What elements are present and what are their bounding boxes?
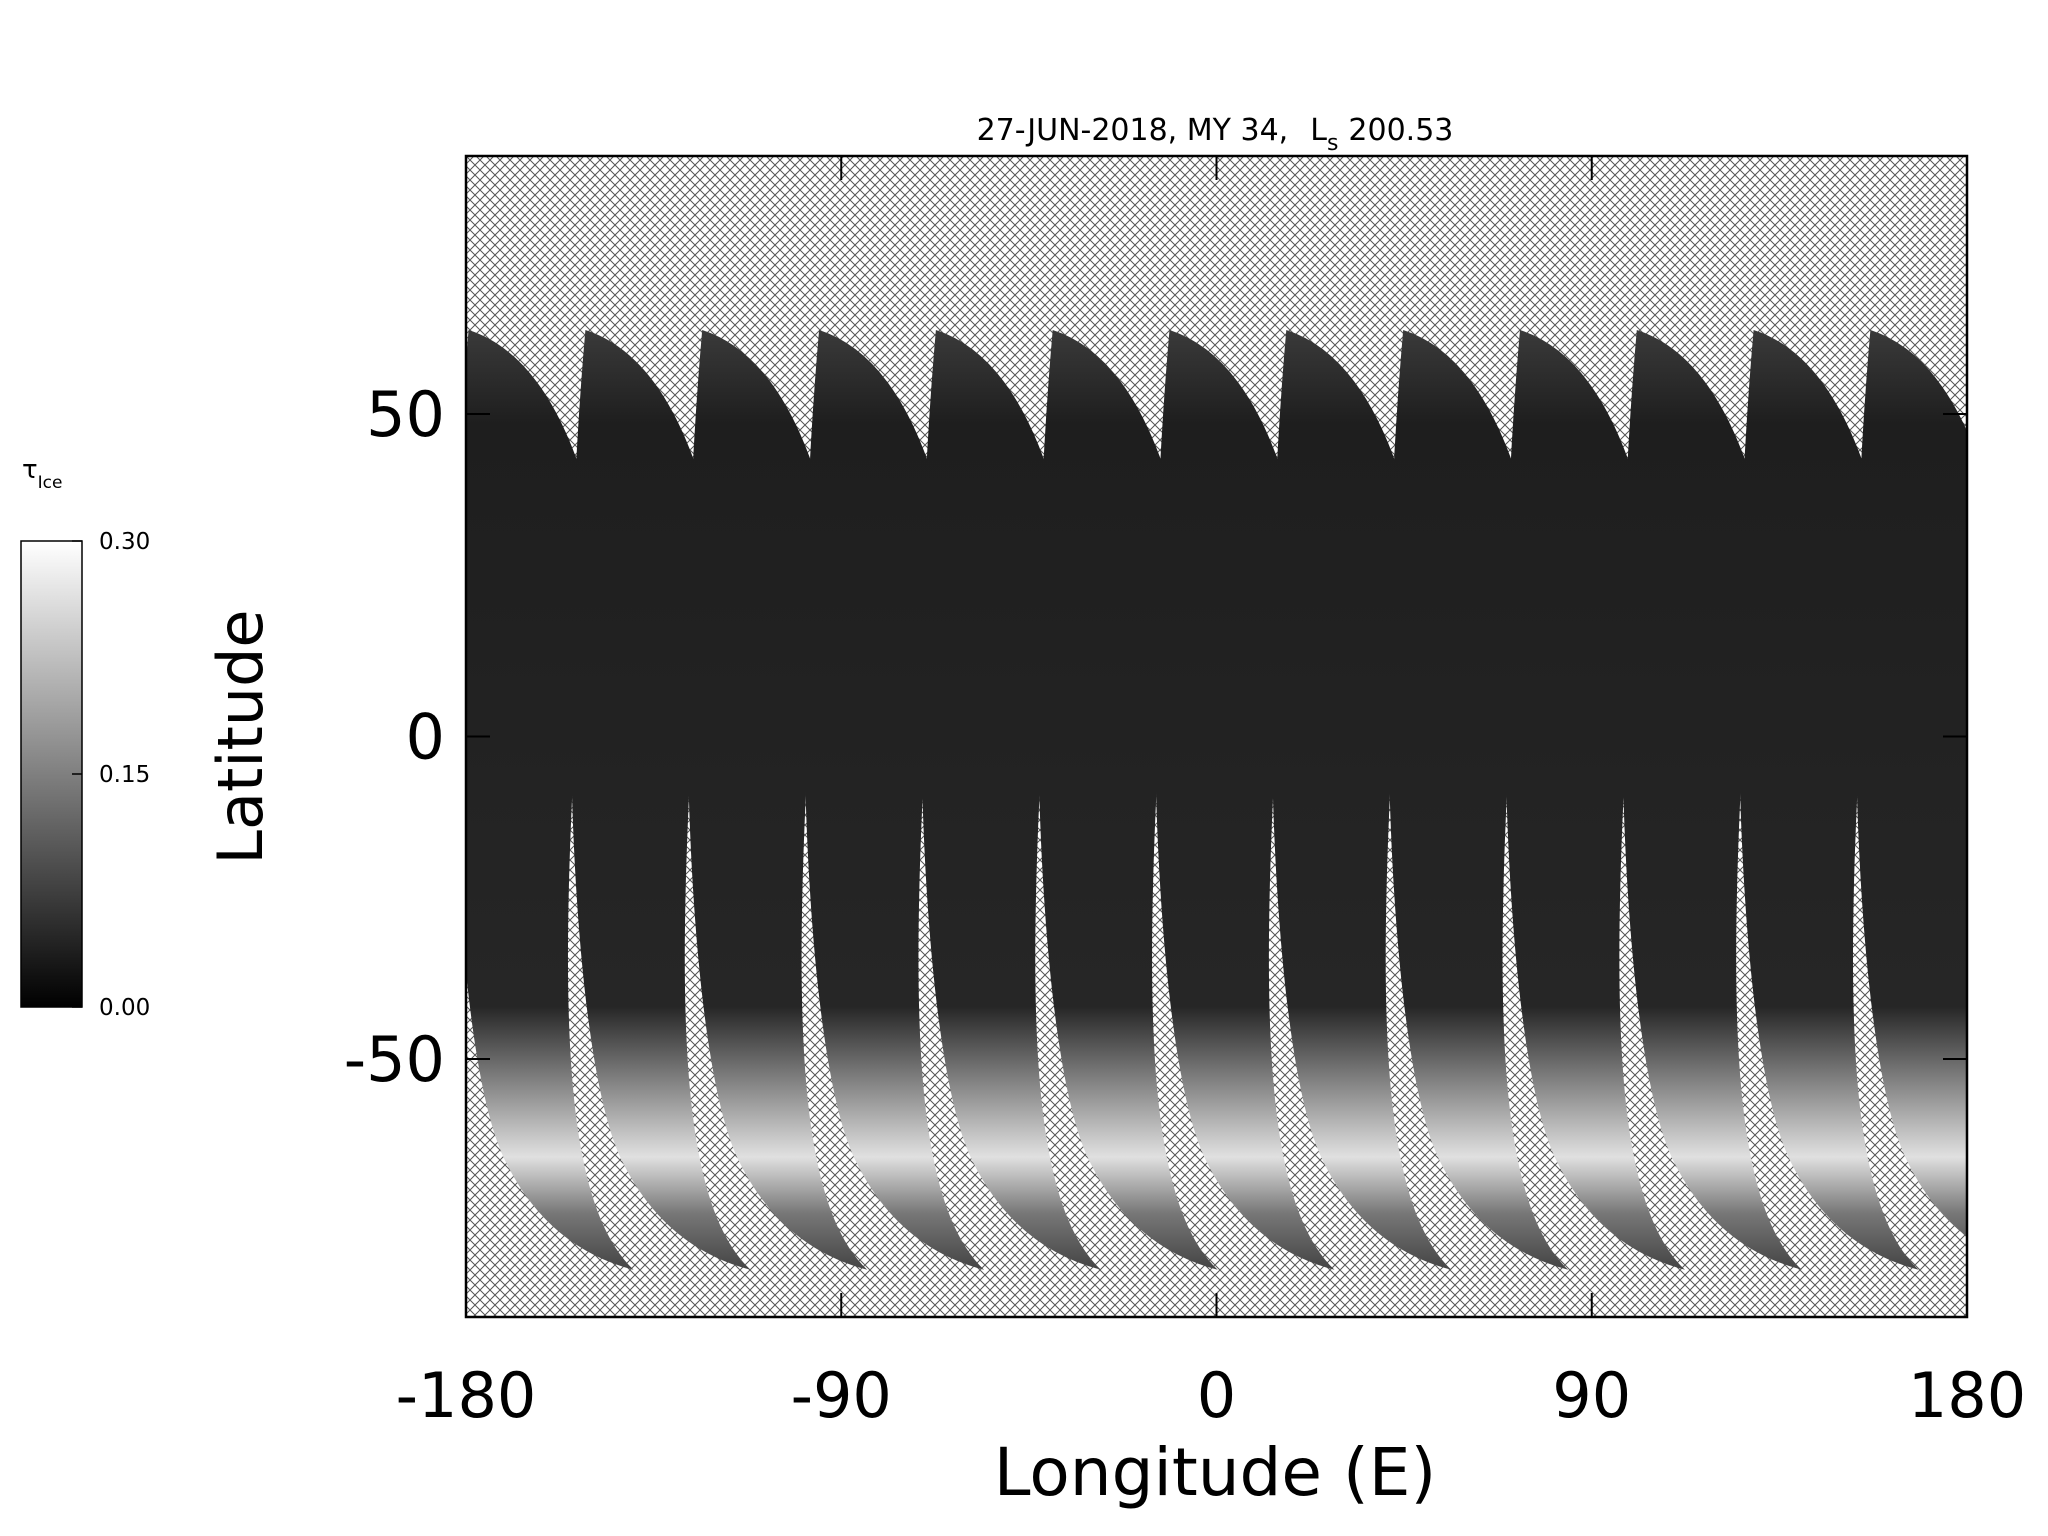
title-text: 27-JUN-2018, MY 34, [977,113,1289,148]
colorbar-tick-label: 0.15 [99,762,150,788]
colorbar [20,540,83,1008]
colorbar-label: τIce [22,455,62,493]
y-axis-label: Latitude [204,609,277,864]
swath [1271,330,1452,1270]
x-tick-label: -90 [791,1359,892,1432]
swath [687,330,868,1270]
y-tick-label: 50 [366,378,445,451]
swath [1154,330,1335,1270]
x-tick-label: 90 [1552,1359,1631,1432]
x-tick-label: 180 [1908,1359,2026,1432]
swath [1738,330,1919,1270]
swath [1037,330,1218,1270]
swath [1855,330,1967,1237]
y-tick-label: 0 [406,701,445,774]
x-tick-label: -180 [396,1359,537,1432]
swath [1621,330,1802,1270]
swaths [466,330,2048,1270]
title-value: 200.53 [1348,113,1453,148]
swath [570,330,751,1270]
colorbar-tick-label: 0.00 [99,995,150,1021]
title-symbol-sub: s [1327,131,1338,156]
swath [803,330,985,1270]
swath [920,330,1101,1270]
colorbar-symbol: τ [22,455,38,485]
x-axis-label: Longitude (E) [994,1434,1436,1511]
title-symbol: L [1310,113,1327,148]
x-tick-label: 0 [1197,1359,1236,1432]
chart-title: 27-JUN-2018, MY 34, Ls 200.53 [977,113,1454,156]
swath [1388,330,1569,1270]
colorbar-tick-label: 0.30 [99,529,150,555]
colorbar-symbol-sub: Ice [38,473,63,493]
y-tick-label: -50 [344,1023,445,1096]
swath [1972,330,2048,1270]
swath [466,330,634,1270]
swath [1504,330,1685,1270]
